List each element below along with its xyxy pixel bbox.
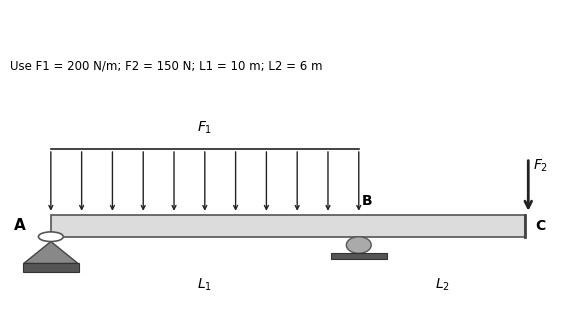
Text: B: B: [362, 194, 372, 208]
Bar: [51, 215, 525, 237]
Text: C: C: [536, 219, 546, 233]
Circle shape: [38, 232, 63, 242]
Text: $L_1$: $L_1$: [197, 277, 212, 293]
Text: A: A: [14, 218, 25, 233]
Text: $L_2$: $L_2$: [434, 277, 450, 293]
Bar: [23, 263, 79, 272]
Bar: [331, 253, 387, 259]
Text: $F_1$: $F_1$: [197, 119, 212, 136]
Text: Use F1 = 200 N/m; F2 = 150 N; L1 = 10 m; L2 = 6 m: Use F1 = 200 N/m; F2 = 150 N; L1 = 10 m;…: [10, 59, 323, 72]
Text: $F_2$: $F_2$: [533, 158, 548, 174]
Ellipse shape: [346, 237, 371, 253]
Polygon shape: [24, 242, 78, 263]
Text: Shear and Moment Equations: Shear and Moment Equations: [7, 18, 203, 31]
